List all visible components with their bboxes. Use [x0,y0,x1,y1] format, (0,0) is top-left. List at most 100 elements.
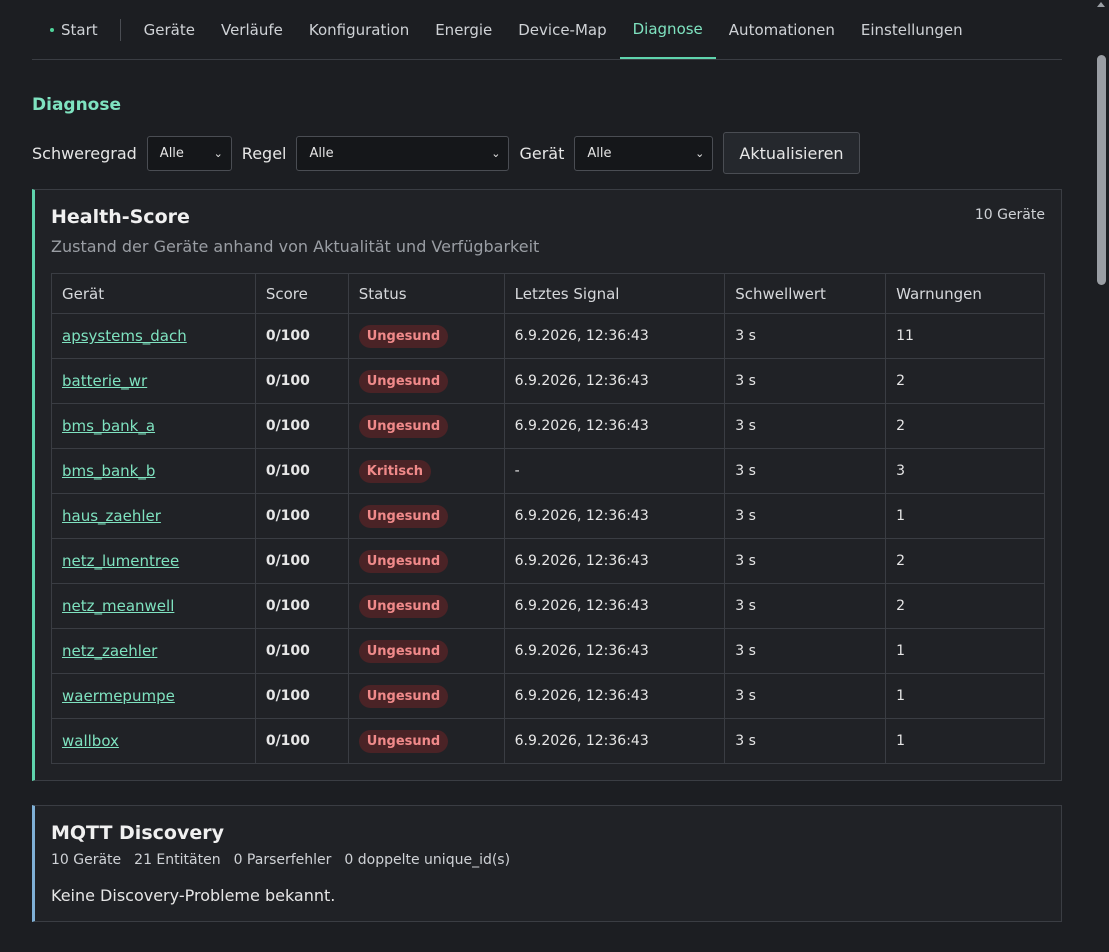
cell-score: 0/100 [254,493,349,539]
table-row: netz_zaehler 0/100 Ungesund 6.9.2026, 12:36… [51,628,1045,674]
severity-select[interactable]: Alle ⌄ [146,135,232,171]
cell-status: Kritisch [347,448,505,494]
cell-last-signal: 6.9.2026, 12:36:43 [503,718,726,764]
cell-warnings: 2 [885,358,1045,404]
cell-device: netz_zaehler [51,628,256,674]
status-badge: Ungesund [358,684,449,708]
cell-last-signal: 6.9.2026, 12:36:43 [503,628,726,674]
device-count: 10 Geräte [974,207,1045,223]
cell-warnings: 2 [885,538,1045,584]
status-dot-icon [50,27,54,32]
device-link[interactable]: netz_zaehler [62,642,158,660]
table-row: wallbox 0/100 Ungesund 6.9.2026, 12:36:43 3 … [51,718,1045,764]
cell-last-signal: 6.9.2026, 12:36:43 [503,313,726,359]
device-link[interactable]: waermepumpe [62,687,175,705]
cell-score: 0/100 [254,403,349,449]
mqtt-discovery-panel: MQTT Discovery 10 Geräte 21 Entitäten 0 … [32,805,1062,922]
cell-device: netz_meanwell [51,583,256,629]
cell-status: Ungesund [347,493,505,539]
table-row: netz_meanwell 0/100 Ungesund 6.9.2026, 12:3… [51,583,1045,629]
cell-last-signal: 6.9.2026, 12:36:43 [503,673,726,719]
cell-last-signal: 6.9.2026, 12:36:43 [503,403,726,449]
cell-threshold: 3 s [724,583,887,629]
severity-select-value: Alle [159,145,184,161]
cell-status: Ungesund [347,718,505,764]
device-select-value: Alle [587,145,612,161]
nav-item-konfiguration[interactable]: Konfiguration [308,20,410,39]
cell-device: waermepumpe [51,673,256,719]
cell-status: Ungesund [347,628,505,674]
mqtt-title: MQTT Discovery [51,822,224,844]
mqtt-stat-entities: 21 Entitäten [134,852,221,868]
cell-device: haus_zaehler [51,493,256,539]
table-header-row: Gerät Score Status Letztes Signal Schwel… [51,273,1045,314]
device-link[interactable]: bms_bank_b [62,462,156,480]
status-badge: Kritisch [358,459,432,483]
cell-score: 0/100 [254,673,349,719]
nav-item-start[interactable]: Start [32,0,120,59]
device-select[interactable]: Alle ⌄ [574,135,714,171]
device-link[interactable]: netz_lumentree [62,552,180,570]
mqtt-stat-parser-errors: 0 Parserfehler [233,852,332,868]
cell-score: 0/100 [254,583,349,629]
cell-warnings: 1 [885,628,1045,674]
nav-item-verlaeufe[interactable]: Verläufe [220,20,283,39]
device-link[interactable]: haus_zaehler [62,507,161,525]
cell-threshold: 3 s [724,493,887,539]
cell-warnings: 2 [885,583,1045,629]
status-badge: Ungesund [358,414,449,438]
cell-threshold: 3 s [724,313,887,359]
device-link[interactable]: batterie_wr [62,372,148,390]
cell-threshold: 3 s [724,448,887,494]
device-link[interactable]: bms_bank_a [62,417,156,435]
nav-separator [119,18,121,41]
device-link[interactable]: apsystems_dach [62,327,187,345]
status-badge: Ungesund [358,369,449,393]
nav-item-energie[interactable]: Energie [435,20,493,39]
nav-item-diagnose[interactable]: Diagnose [619,0,716,59]
table-row: haus_zaehler 0/100 Ungesund 6.9.2026, 12:36… [51,493,1045,539]
page-scrollbar[interactable] [1094,0,1109,952]
column-header-score: Score [254,273,349,314]
cell-score: 0/100 [254,313,349,359]
page-title: Diagnose [32,95,122,115]
main-nav: Start Geräte Verläufe Konfiguration Ener… [32,0,1062,60]
cell-last-signal: 6.9.2026, 12:36:43 [503,538,726,584]
filter-bar: Schweregrad Alle ⌄ Regel Alle ⌄ Gerät Al… [32,132,1062,174]
cell-threshold: 3 s [724,538,887,584]
cell-threshold: 3 s [724,358,887,404]
nav-item-geraete[interactable]: Geräte [143,20,195,39]
table-row: waermepumpe 0/100 Ungesund 6.9.2026, 12:36:… [51,673,1045,719]
nav-item-einstellungen[interactable]: Einstellungen [860,20,963,39]
status-badge: Ungesund [358,594,449,618]
column-header-geraet: Gerät [51,273,256,314]
cell-warnings: 3 [885,448,1045,494]
device-link[interactable]: wallbox [62,732,119,750]
column-header-warnungen: Warnungen [885,273,1045,314]
health-score-panel: Health-Score 10 Geräte Zustand der Gerät… [32,189,1062,781]
cell-device: wallbox [51,718,256,764]
cell-threshold: 3 s [724,673,887,719]
cell-status: Ungesund [347,313,505,359]
rule-select[interactable]: Alle ⌄ [296,135,510,171]
nav-item-label: Start [61,20,98,39]
nav-item-device-map[interactable]: Device-Map [518,20,607,39]
cell-last-signal: - [503,448,726,494]
cell-status: Ungesund [347,538,505,584]
cell-device: apsystems_dach [51,313,256,359]
cell-threshold: 3 s [724,628,887,674]
scroll-up-arrow-icon[interactable] [1097,2,1105,7]
column-header-status: Status [347,273,505,314]
scrollbar-thumb[interactable] [1097,55,1106,285]
cell-score: 0/100 [254,538,349,584]
nav-item-automationen[interactable]: Automationen [728,20,835,39]
column-header-schwellwert: Schwellwert [724,273,887,314]
health-table: Gerät Score Status Letztes Signal Schwel… [51,273,1045,764]
health-score-subtitle: Zustand der Geräte anhand von Aktualität… [51,237,540,256]
device-link[interactable]: netz_meanwell [62,597,175,615]
table-row: batterie_wr 0/100 Ungesund 6.9.2026, 12:36:… [51,358,1045,404]
cell-threshold: 3 s [724,718,887,764]
refresh-button[interactable]: Aktualisieren [723,132,860,174]
table-row: apsystems_dach 0/100 Ungesund 6.9.2026, 12:… [51,313,1045,359]
